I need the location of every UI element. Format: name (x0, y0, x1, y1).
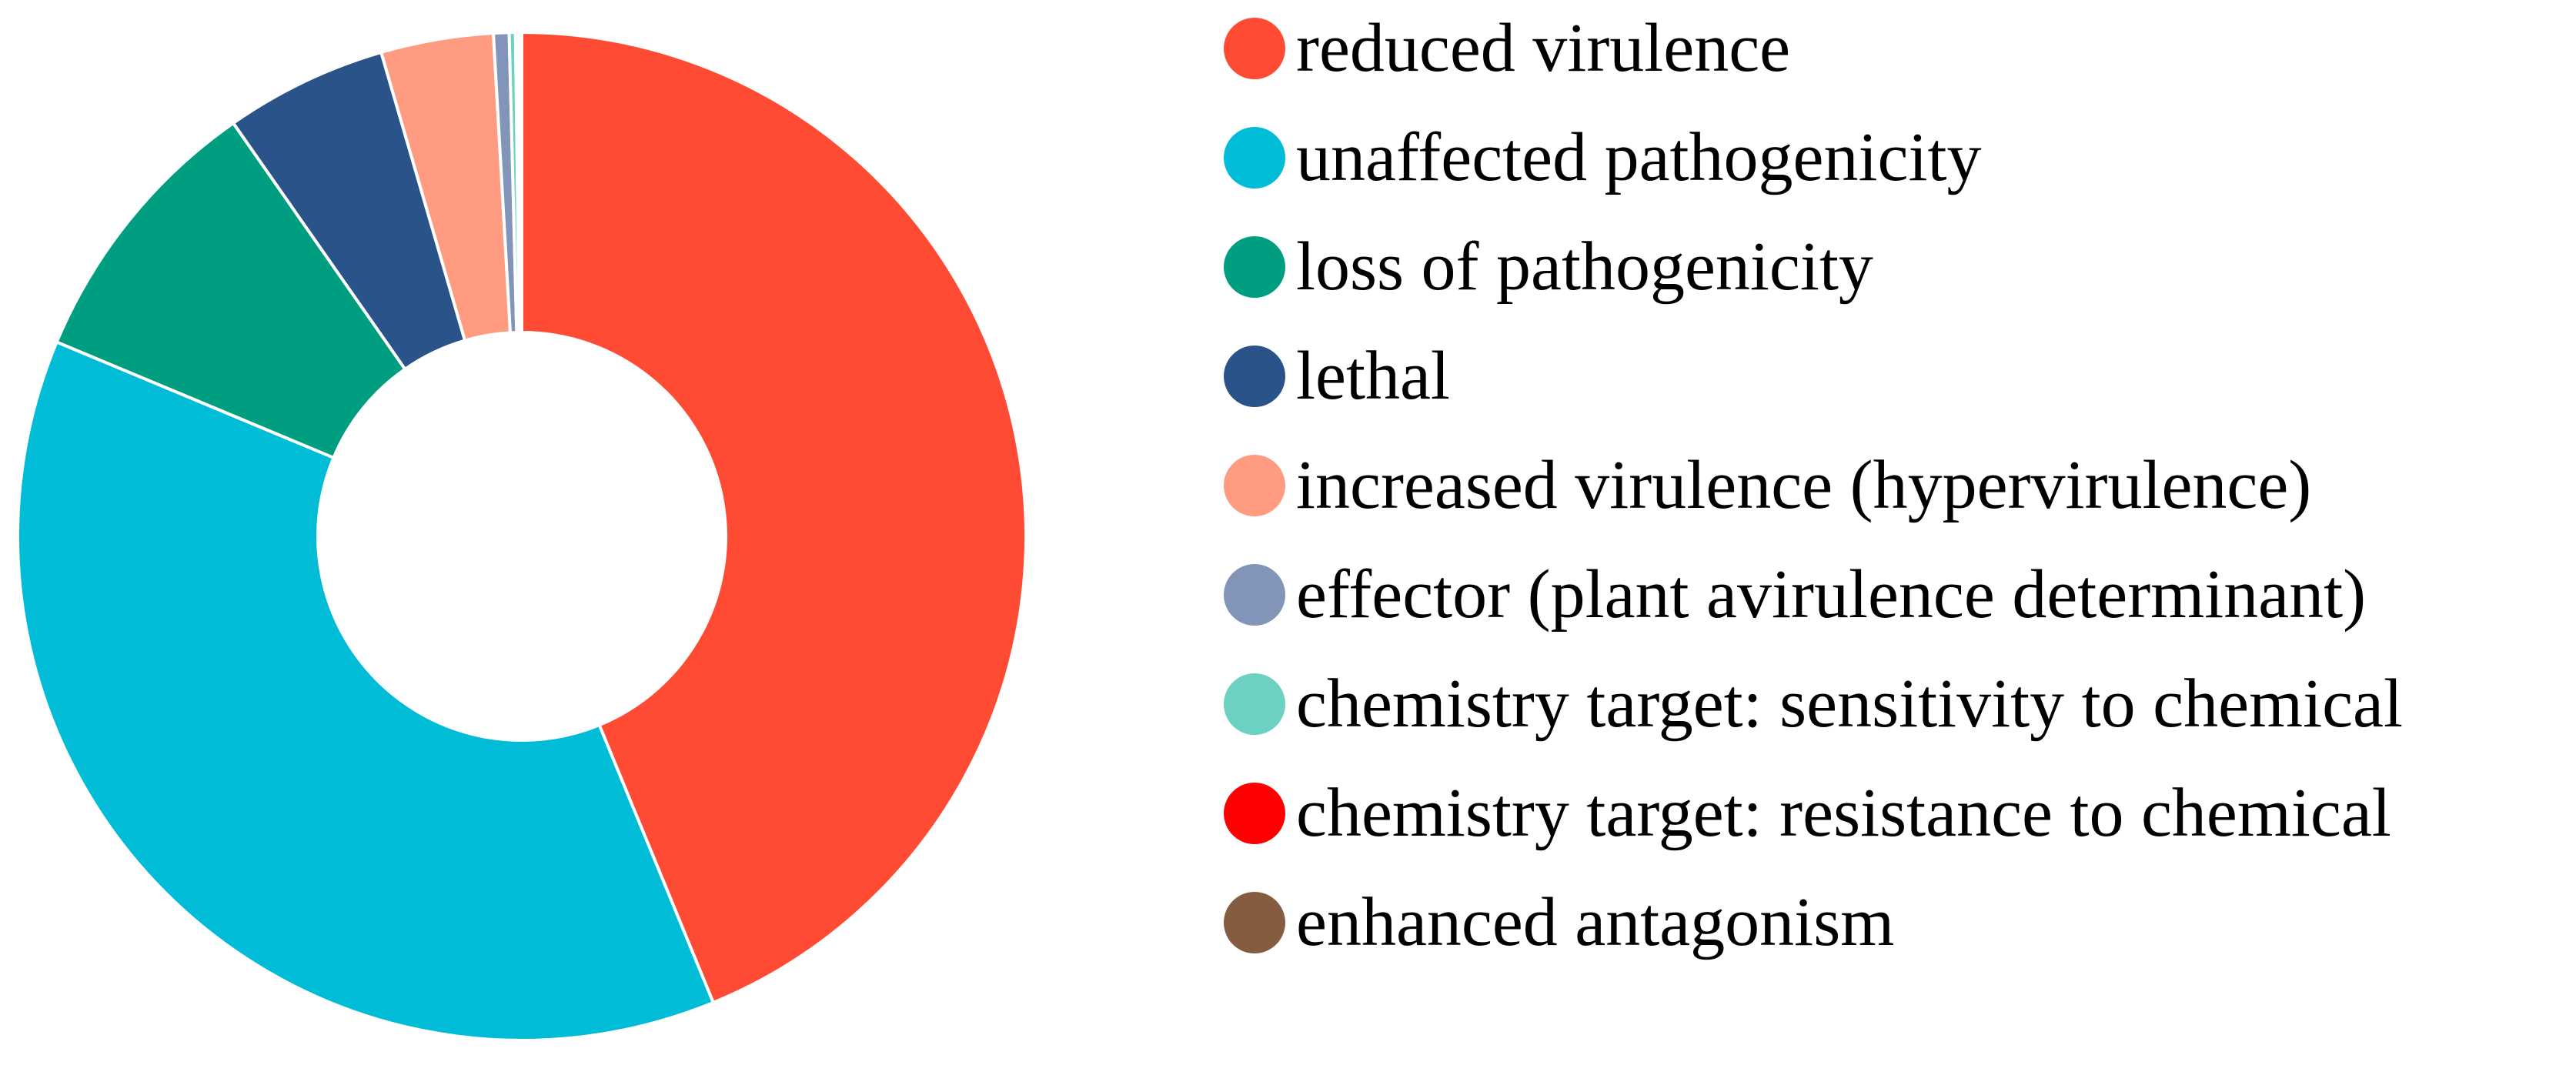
legend-swatch (1224, 455, 1285, 516)
legend-swatch (1224, 236, 1285, 298)
slice-unaffected-pathogenicity (16, 340, 715, 1043)
legend-swatch (1224, 564, 1285, 626)
donut-plot-area (16, 30, 1027, 1043)
legend-item-reduced-virulence: reduced virulence (1224, 6, 1790, 91)
legend-swatch (1224, 892, 1285, 953)
legend-label: increased virulence (hypervirulence) (1296, 447, 2312, 523)
legend-item-loss-of-pathogenicity: loss of pathogenicity (1224, 225, 1873, 309)
legend-item-unaffected-pathogenicity: unaffected pathogenicity (1224, 115, 1981, 200)
slice-enhanced-antagonism (516, 30, 523, 335)
legend-swatch (1224, 346, 1285, 407)
legend: reduced virulence unaffected pathogenici… (1224, 0, 2563, 1075)
legend-swatch (1224, 673, 1285, 735)
legend-label: enhanced antagonism (1296, 884, 1895, 960)
legend-item-chemistry-resistance: chemistry target: resistance to chemical (1224, 771, 2391, 856)
legend-label: lethal (1296, 338, 1450, 414)
slice-loss-of-pathogenicity (55, 121, 407, 459)
legend-item-lethal: lethal (1224, 334, 1450, 419)
donut-slices (16, 30, 1027, 1043)
legend-label: effector (plant avirulence determinant) (1296, 556, 2367, 633)
legend-swatch (1224, 18, 1285, 79)
legend-swatch (1224, 127, 1285, 189)
legend-label: reduced virulence (1296, 10, 1791, 86)
legend-label: chemistry target: resistance to chemical (1296, 775, 2391, 851)
legend-item-increased-virulence: increased virulence (hypervirulence) (1224, 443, 2311, 528)
slice-reduced-virulence (520, 31, 1027, 1004)
legend-label: unaffected pathogenicity (1296, 119, 1982, 195)
legend-label: loss of pathogenicity (1296, 229, 1873, 305)
legend-swatch (1224, 783, 1285, 844)
legend-item-effector: effector (plant avirulence determinant) (1224, 553, 2366, 637)
legend-item-enhanced-antagonism: enhanced antagonism (1224, 880, 1894, 965)
legend-item-chemistry-sensitivity: chemistry target: sensitivity to chemica… (1224, 662, 2403, 746)
legend-label: chemistry target: sensitivity to chemica… (1296, 666, 2403, 742)
